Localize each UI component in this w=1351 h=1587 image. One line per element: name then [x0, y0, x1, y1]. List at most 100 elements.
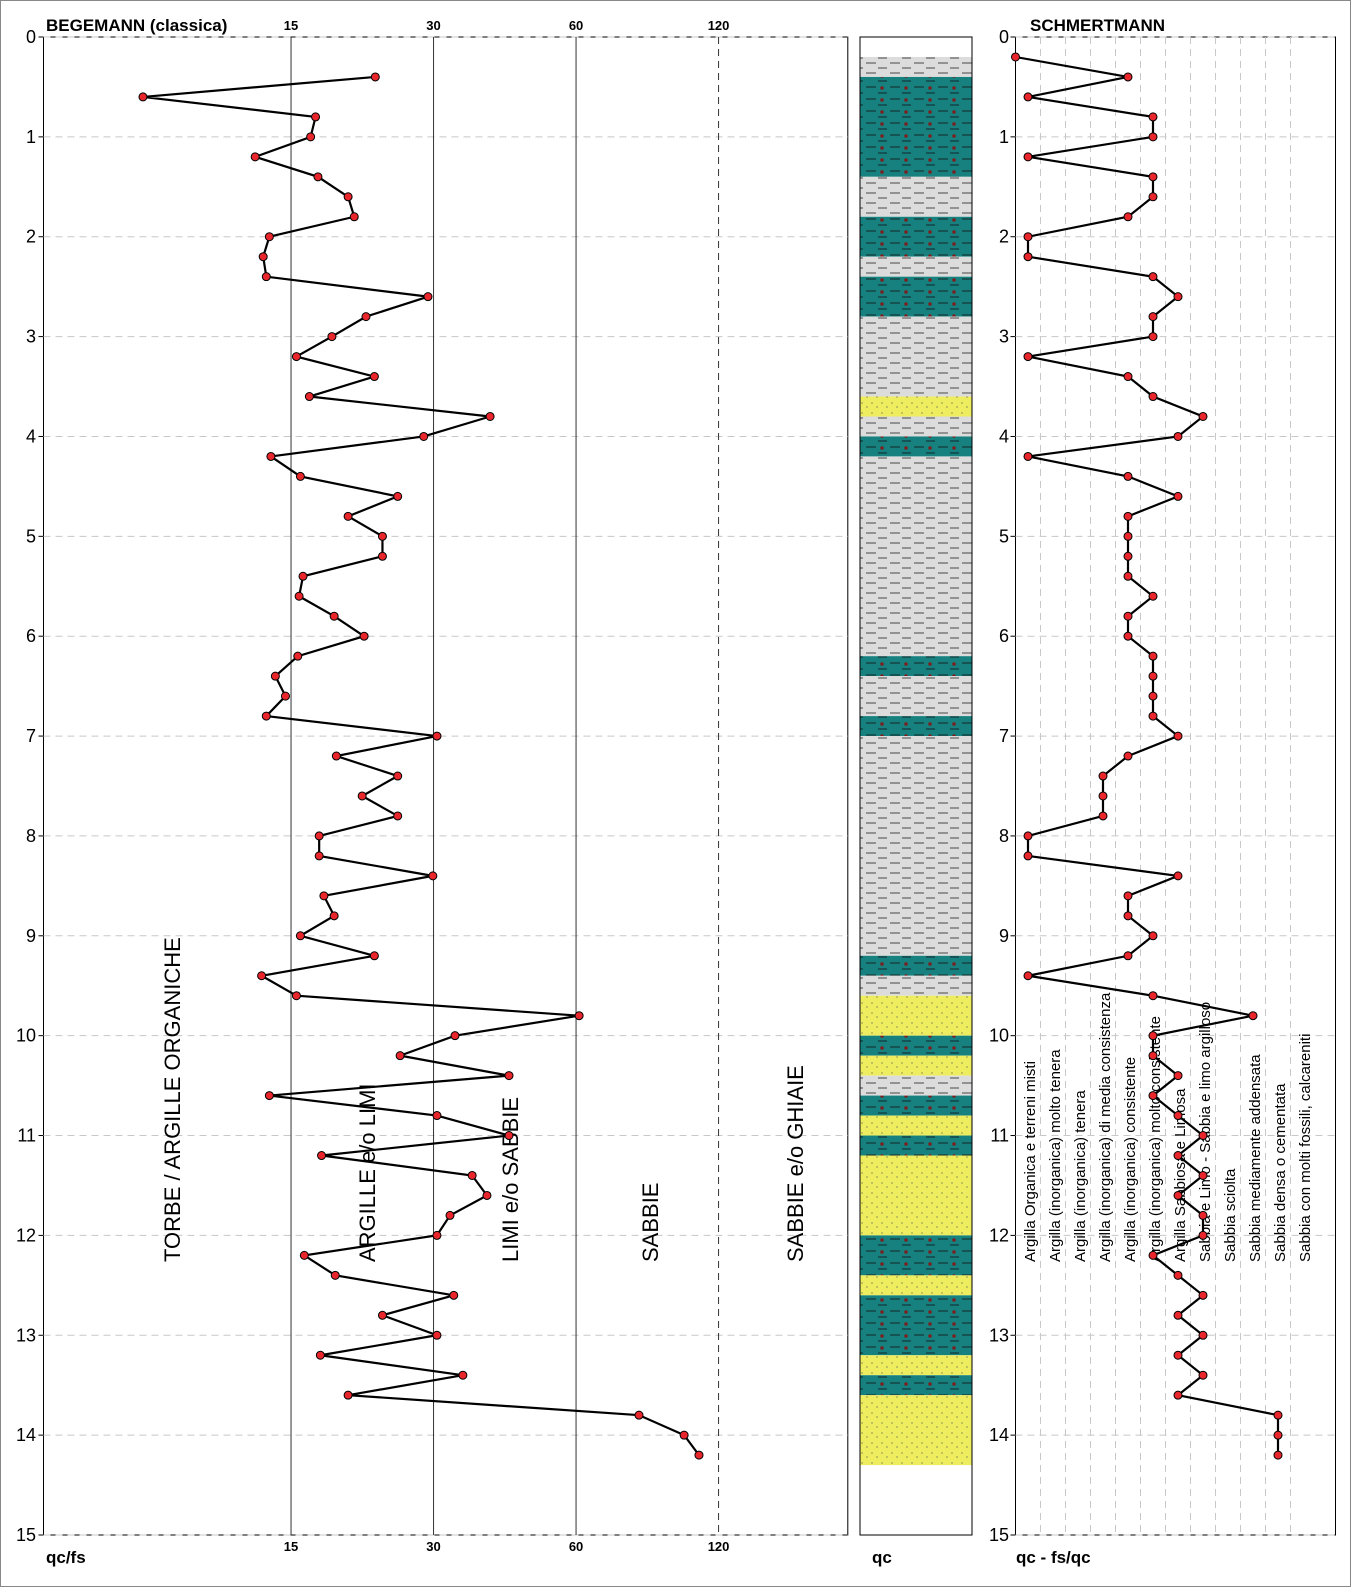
y-tick-label: 7 — [26, 726, 36, 746]
data-point — [1023, 252, 1033, 262]
zone-label: LIMI e/o SABBIE — [498, 1097, 523, 1262]
data-point — [1123, 72, 1133, 82]
data-point — [1173, 1270, 1183, 1280]
data-point — [1173, 292, 1183, 302]
data-point — [1123, 751, 1133, 761]
zone-label: SABBIE e/o GHIAIE — [783, 1065, 808, 1262]
data-point — [1173, 1390, 1183, 1400]
y-tick-label: 3 — [26, 327, 36, 347]
data-point — [423, 292, 433, 302]
layer — [860, 56, 972, 77]
data-point — [1148, 272, 1158, 282]
data-point — [1148, 312, 1158, 322]
x-tick-label-top: 120 — [708, 18, 730, 33]
data-point — [574, 1011, 584, 1021]
layer — [860, 396, 972, 417]
data-point — [377, 551, 387, 561]
data-point — [1098, 771, 1108, 781]
zone-label: Argilla (inorganica) di media consistenz… — [1097, 992, 1114, 1262]
data-point — [1123, 511, 1133, 521]
data-point — [393, 771, 403, 781]
data-point — [370, 72, 380, 82]
data-point — [1023, 152, 1033, 162]
zone-label: Argilla (inorganica) consistente — [1122, 1057, 1139, 1262]
data-point — [317, 1151, 327, 1161]
data-point — [1273, 1450, 1283, 1460]
y-tick-label: 0 — [999, 27, 1009, 47]
data-point — [1098, 791, 1108, 801]
layer — [860, 256, 972, 277]
chart-title: SCHMERTMANN — [1030, 16, 1165, 35]
data-point — [304, 392, 314, 402]
x-axis-label: qc/fs — [46, 1548, 86, 1567]
y-tick-label: 10 — [989, 1026, 1009, 1046]
data-point — [1023, 352, 1033, 362]
data-point — [1198, 1170, 1208, 1180]
y-tick-label: 15 — [989, 1525, 1009, 1545]
y-tick-label: 8 — [999, 826, 1009, 846]
y-tick-label: 10 — [16, 1026, 36, 1046]
data-point — [432, 1111, 442, 1121]
layer — [860, 436, 972, 457]
data-point — [679, 1430, 689, 1440]
layer — [860, 456, 972, 657]
y-tick-label: 9 — [26, 926, 36, 946]
data-point — [1148, 991, 1158, 1001]
data-point — [1123, 611, 1133, 621]
data-point — [1198, 1330, 1208, 1340]
x-tick-label-bottom: 30 — [426, 1539, 440, 1554]
data-point — [369, 951, 379, 961]
data-point — [1123, 372, 1133, 382]
zone-label: Sabbia con molti fossili, calcareniti — [1297, 1034, 1314, 1262]
data-point — [1148, 172, 1158, 182]
y-tick-label: 1 — [26, 127, 36, 147]
layer — [860, 975, 972, 996]
layer — [860, 736, 972, 956]
layer — [860, 676, 972, 717]
data-point — [330, 1270, 340, 1280]
data-point — [1023, 232, 1033, 242]
data-point — [1098, 811, 1108, 821]
zone-label: SABBIE — [638, 1183, 663, 1262]
data-point — [257, 971, 267, 981]
data-point — [343, 511, 353, 521]
x-tick-label-bottom: 60 — [569, 1539, 583, 1554]
data-point — [377, 531, 387, 541]
data-point — [258, 252, 268, 262]
data-point — [306, 132, 316, 142]
y-tick-label: 14 — [989, 1425, 1009, 1445]
data-point — [291, 352, 301, 362]
data-point — [482, 1190, 492, 1200]
data-point — [1123, 471, 1133, 481]
data-point — [1123, 212, 1133, 222]
data-point — [377, 1310, 387, 1320]
data-point — [1148, 691, 1158, 701]
x-axis-label: qc - fs/qc — [1016, 1548, 1091, 1567]
layer — [860, 1355, 972, 1376]
layer — [860, 995, 972, 1036]
data-point — [1148, 1031, 1158, 1041]
column-frame — [859, 36, 973, 1536]
layer — [860, 416, 972, 437]
data-point — [261, 272, 271, 282]
data-point — [359, 631, 369, 641]
data-point — [261, 711, 271, 721]
data-point — [1148, 651, 1158, 661]
zone-label: Argilla Organica e terreni misti — [1022, 1061, 1039, 1262]
data-point — [327, 332, 337, 342]
y-tick-label: 13 — [16, 1325, 36, 1345]
y-tick-label: 12 — [989, 1225, 1009, 1245]
x-tick-label-top: 60 — [569, 18, 583, 33]
chart-title: BEGEMANN (classica) — [46, 16, 227, 35]
data-point — [1248, 1011, 1258, 1021]
data-point — [250, 152, 260, 162]
data-point — [1173, 491, 1183, 501]
data-point — [1173, 1190, 1183, 1200]
data-point — [1123, 571, 1133, 581]
data-point — [1148, 711, 1158, 721]
layer — [860, 1375, 972, 1396]
data-point — [1148, 332, 1158, 342]
data-point — [319, 891, 329, 901]
y-tick-label: 2 — [26, 227, 36, 247]
data-point — [1173, 1071, 1183, 1081]
